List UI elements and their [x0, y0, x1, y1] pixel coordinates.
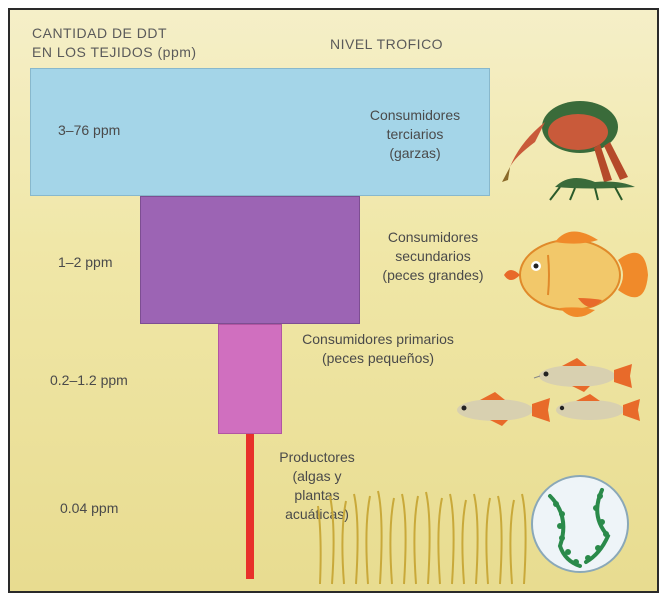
bar-producers [246, 434, 254, 579]
desc-primary: Consumidores primarios (peces pequeños) [288, 330, 468, 368]
ppm-tertiary: 3–76 ppm [58, 122, 120, 138]
heron-icon [500, 72, 650, 202]
desc-tertiary-l1: Consumidores [370, 107, 460, 123]
large-fish-icon [500, 220, 650, 330]
bar-secondary [140, 196, 360, 324]
desc-secondary: Consumidores secundarios (peces grandes) [368, 228, 498, 285]
header-left-line1: CANTIDAD DE DDT [32, 25, 167, 41]
bar-primary [218, 324, 282, 434]
diagram-frame: CANTIDAD DE DDT EN LOS TEJIDOS (ppm) NIV… [8, 8, 659, 593]
small-fish-icon [450, 352, 650, 432]
desc-secondary-l2: secundarios [395, 248, 471, 264]
ppm-secondary: 1–2 ppm [58, 254, 112, 270]
ppm-producers: 0.04 ppm [60, 500, 118, 516]
desc-secondary-l3: (peces grandes) [382, 267, 483, 283]
header-left: CANTIDAD DE DDT EN LOS TEJIDOS (ppm) [32, 24, 197, 62]
desc-tertiary-l3: (garzas) [389, 145, 440, 161]
desc-tertiary: Consumidores terciarios (garzas) [350, 106, 480, 163]
desc-tertiary-l2: terciarios [387, 126, 444, 142]
desc-secondary-l1: Consumidores [388, 229, 478, 245]
header-left-line2: EN LOS TEJIDOS (ppm) [32, 44, 197, 60]
desc-primary-l2: (peces pequeños) [322, 350, 434, 366]
ppm-primary: 0.2–1.2 ppm [50, 372, 128, 388]
desc-producers-l1: Productores [279, 449, 354, 465]
desc-primary-l1: Consumidores primarios [302, 331, 454, 347]
algae-plants-icon [310, 466, 650, 586]
header-right: NIVEL TROFICO [330, 36, 443, 52]
